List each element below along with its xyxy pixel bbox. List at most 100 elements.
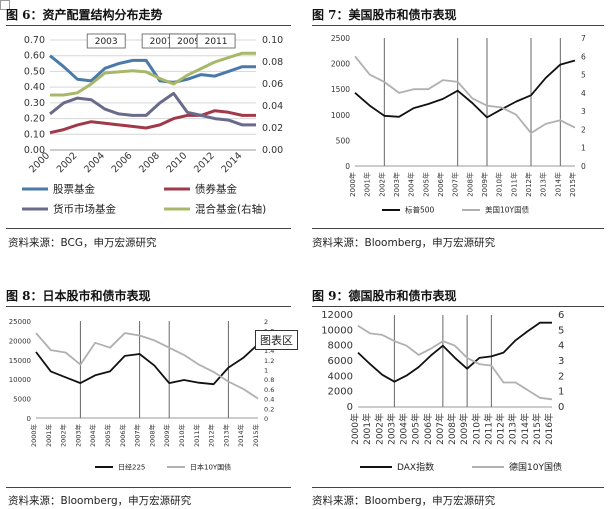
x-tick-label: 2005年 (421, 172, 430, 197)
y2-tick-label: 7 (581, 34, 586, 43)
y-tick-label: 20000 (9, 337, 31, 345)
y2-tick-label: 1 (264, 367, 268, 375)
y2-tick-label: 0 (264, 415, 268, 423)
source-rule-1 (6, 228, 291, 229)
y-tick-label: 0.10 (24, 129, 45, 140)
x-tick-label: 2006年 (436, 172, 445, 197)
y-tick-label: 0.30 (24, 98, 45, 109)
y2-tick-label: 0.6 (264, 386, 274, 394)
annotation-label: 2007 (150, 37, 173, 47)
y-tick-label: 2000 (331, 60, 350, 69)
y-tick-label: 2500 (331, 34, 350, 43)
series-line (354, 55, 576, 134)
legend-label: 股票基金 (53, 183, 95, 196)
x-tick-label: 2011年 (509, 172, 518, 197)
x-tick-label: 2014年 (553, 172, 562, 197)
y-tick-label: 0 (27, 415, 31, 423)
source-note-3: 资料来源：Bloomberg，申万宏源研究 (8, 495, 192, 507)
x-tick-label: 2009年 (480, 172, 489, 197)
y-tick-label: 10000 (9, 376, 31, 384)
y-tick-label: 1000 (331, 111, 350, 120)
x-tick-label: 2005年 (410, 413, 422, 445)
x-tick-label: 2015年 (531, 413, 543, 445)
y-tick-label: 5000 (13, 396, 31, 404)
y-tick-label: 25000 (9, 318, 31, 326)
y2-tick-label: 1.4 (264, 347, 274, 355)
x-tick-label: 2011年 (482, 413, 494, 445)
x-tick-label: 2012年 (207, 424, 216, 448)
y2-tick-label: 3 (581, 107, 586, 116)
series-line (49, 109, 256, 135)
x-tick-label: 2004年 (398, 413, 410, 445)
annotation-label: 2009 (177, 37, 200, 47)
annotation-box (86, 33, 126, 49)
y2-tick-label: 0.10 (262, 35, 283, 46)
y-tick-label: 8000 (328, 341, 353, 352)
x-tick-label: 2001年 (44, 424, 53, 448)
legend-label: 日本10Y国债 (190, 462, 231, 471)
y-tick-label: 6000 (328, 356, 353, 367)
chart-us-markets: 0 500 1000 1500 2000 2500 0 1 2 3 4 5 6 7 2000年 2001年 20… (331, 34, 586, 215)
x-tick-label: 2014年 (236, 424, 245, 448)
x-tick-label: 2007年 (434, 413, 446, 445)
y2-tick-label: 1 (558, 387, 564, 398)
x-tick-label: 2015年 (568, 172, 577, 197)
x-tick-label: 2010年 (470, 413, 482, 445)
x-tick-label: 2006 (110, 150, 135, 175)
x-tick-label: 2009年 (162, 424, 171, 448)
series-line (49, 54, 256, 84)
series-line (49, 91, 256, 127)
x-tick-label: 2003年 (73, 424, 82, 448)
y2-tick-label: 0 (581, 162, 586, 171)
x-tick-label: 2012 (192, 150, 217, 175)
panel-title-1: 图 6：资产配置结构分布走势 (6, 8, 163, 22)
x-tick-label: 2015年 (251, 424, 260, 448)
x-tick-label: 2004 (82, 150, 107, 175)
y2-tick-label: 1.2 (264, 357, 274, 365)
x-tick-label: 2010年 (495, 172, 504, 197)
title-rule-3 (6, 306, 291, 307)
series-line (357, 321, 552, 383)
source-note-4: 资料来源：Bloomberg，申万宏源研究 (312, 495, 496, 507)
source-rule-3 (6, 487, 291, 488)
chart-area-label: 图表区 (255, 330, 298, 350)
x-tick-label: 2007年 (451, 172, 460, 197)
x-tick-label: 2013年 (539, 172, 548, 197)
legend-label: 标普500 (405, 205, 435, 215)
corner-marker (0, 0, 10, 10)
y2-tick-label: 3 (558, 356, 564, 367)
y2-tick-label: 0.04 (262, 101, 283, 112)
title-rule-2 (312, 25, 604, 26)
y2-tick-label: 0.00 (262, 145, 283, 156)
y2-tick-label: 2 (264, 318, 268, 326)
y-tick-label: 0.60 (24, 51, 45, 62)
x-tick-label: 2003年 (392, 172, 401, 197)
x-tick-label: 2003年 (385, 413, 397, 445)
x-tick-label: 2002年 (377, 172, 386, 197)
y-tick-label: 0.20 (24, 114, 45, 125)
y2-tick-label: 6 (581, 52, 586, 61)
annotation-label: 2011 (205, 37, 228, 47)
y2-tick-label: 0.4 (264, 396, 274, 404)
x-tick-label: 2008年 (446, 413, 458, 445)
y-tick-label: 0.00 (24, 145, 45, 156)
x-tick-label: 2010年 (177, 424, 186, 448)
legend-label: DAX指数 (397, 461, 434, 473)
panel-title-4: 图 9：德国股市和债市表现 (312, 289, 457, 303)
x-tick-label: 2007年 (133, 424, 142, 448)
x-tick-label: 2004年 (407, 172, 416, 197)
y-tick-label: 10000 (321, 325, 353, 336)
y-tick-label: 12000 (321, 310, 353, 321)
x-tick-label: 2016年 (543, 413, 555, 445)
source-note-1: 资料来源：BCG，申万宏源研究 (8, 237, 157, 249)
title-rule-1 (6, 25, 291, 26)
y2-tick-label: 5 (581, 71, 586, 80)
y-tick-label: 0 (345, 162, 350, 171)
x-tick-label: 2014 (220, 150, 245, 175)
y-tick-label: 0.70 (24, 35, 45, 46)
legend-label: 债券基金 (195, 183, 237, 196)
y2-tick-label: 1 (581, 144, 586, 153)
chart-japan-markets: 0 5000 10000 15000 20000 25000 0 0.20.4 0.6 0.81 1… (9, 318, 275, 471)
x-tick-label: 2008 (137, 150, 162, 175)
